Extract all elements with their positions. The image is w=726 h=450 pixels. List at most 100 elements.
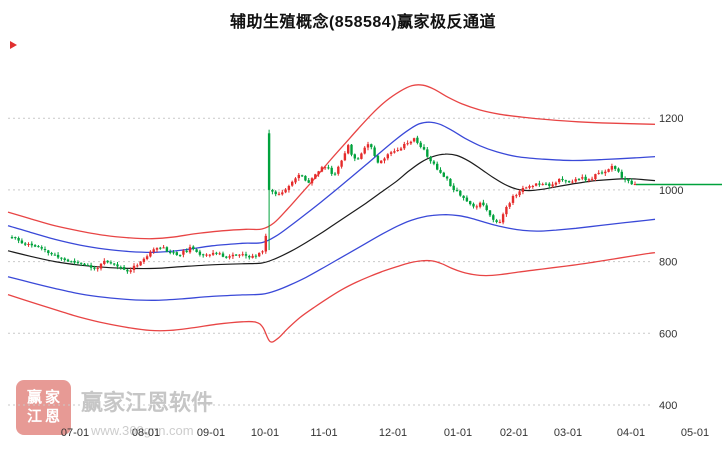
candle-body [73,260,76,263]
candle-body [244,254,248,256]
candle-body [330,167,333,174]
candle-body [538,183,541,185]
candle-body [505,207,508,215]
candle-body [574,179,577,182]
x-tick-label: 04-01 [617,427,645,439]
candle-body [205,254,208,256]
candle-body [175,252,178,255]
candle-body [429,157,432,162]
candle-body [20,240,24,244]
candle-body [185,250,188,252]
candle-body [439,169,442,173]
candle-body [472,203,475,207]
candle-body [37,246,40,248]
candle-body [304,175,307,181]
x-tick-label: 05-01 [681,427,709,439]
candle-body [89,265,93,268]
candle-body [567,181,571,183]
candle-body [485,205,488,210]
candle-body [356,158,360,160]
candle-body [495,220,498,222]
candle-body [142,258,146,262]
candle-body [360,153,363,159]
candle-body [623,178,627,180]
candle-body [136,265,139,267]
candle-body [307,180,310,183]
x-tick-label: 12-01 [379,427,407,439]
y-tick-label: 1200 [659,113,683,125]
candle-body [10,237,14,239]
candle-body [462,195,465,198]
candle-body [192,246,195,249]
candle-body [99,263,103,269]
candle-body [422,147,426,150]
candle-body [126,269,129,272]
candle-body [251,255,254,258]
candle-body [145,256,149,259]
candle-body [498,221,502,223]
candle-body [469,201,472,205]
candle-body [314,174,317,179]
winner-logo: 赢家 江恩 [16,380,71,435]
candle-body [294,178,297,183]
candle-body [492,215,495,220]
candle-body [409,141,413,144]
candle-body [188,247,192,253]
candle-body [600,172,604,174]
candle-body [333,173,337,175]
candle-body [178,254,182,256]
candle-body [511,196,515,203]
candle-body [399,148,403,151]
y-tick-label: 400 [659,400,677,412]
candle-body [234,254,238,256]
candle-body [534,183,538,186]
candle-body [521,188,525,192]
candle-body [475,206,478,208]
candle-body [525,187,528,189]
candle-body [323,167,327,169]
upper-blue-band [7,121,656,253]
candle-body [149,251,152,257]
candle-body [261,251,264,253]
candle-body [231,254,235,257]
watermark: 赢家 江恩 赢家江恩软件 www.360gnn.com [16,380,213,438]
candle-body [218,253,221,255]
candle-body [350,144,353,155]
candle-body [426,149,429,157]
watermark-brand: 赢家江恩软件 [81,390,214,415]
candle-body [482,202,485,206]
candle-body [70,261,73,263]
candle-body [165,247,169,252]
candle-body [119,267,122,268]
candle-body [396,150,399,151]
candle-body [508,203,511,207]
candle-body [558,179,561,183]
candle-body [501,214,505,223]
candle-body [274,191,277,195]
candle-body [139,261,142,266]
candle-body [488,210,492,216]
candle-body [432,161,436,164]
candle-body [169,252,172,253]
candle-body [182,250,185,255]
candle-body [83,263,86,266]
y-tick-label: 1000 [659,185,683,197]
candle-body [56,254,60,258]
candle-body [297,174,300,179]
candle-body [518,191,521,196]
candle-body [267,133,271,190]
y-axis-labels: 1200 1000 800 600 400 [659,113,683,412]
candle-body [373,147,376,156]
lower-blue-band [7,213,656,301]
y-tick-label: 600 [659,328,677,340]
candle-body [281,192,284,195]
candle-body [561,178,564,181]
x-tick-label: 08-01 [132,427,160,439]
candle-body [211,252,215,255]
candle-body [300,175,304,177]
candle-body [14,237,17,239]
candle-body [337,166,340,174]
candle-body [215,252,218,254]
candle-body [452,185,455,190]
candle-body [284,189,287,193]
